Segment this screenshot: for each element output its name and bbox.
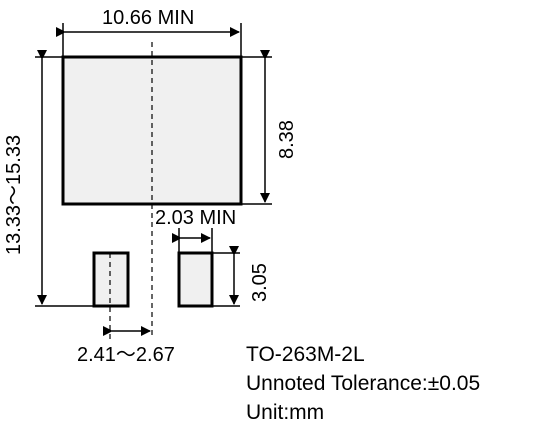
- unit-note: Unit:mm: [246, 401, 325, 424]
- lead-gap-label: 2.03 MIN: [155, 207, 236, 229]
- overall-height-label: 13.33～15.33: [3, 135, 25, 255]
- lead-pad-right: [177, 251, 214, 308]
- tolerance-note: Unnoted Tolerance:±0.05: [246, 372, 481, 395]
- lead-pitch-label: 2.41～2.67: [77, 344, 175, 366]
- lead-pad-left: [92, 251, 130, 308]
- pad-height-label: 8.38: [276, 120, 298, 159]
- top-width-label: 10.66 MIN: [102, 7, 194, 29]
- lead-length-label: 3.05: [249, 263, 271, 302]
- drawing-notes: TO-263M-2L Unnoted Tolerance:±0.05 Unit:…: [246, 340, 480, 427]
- package-name: TO-263M-2L: [246, 343, 365, 366]
